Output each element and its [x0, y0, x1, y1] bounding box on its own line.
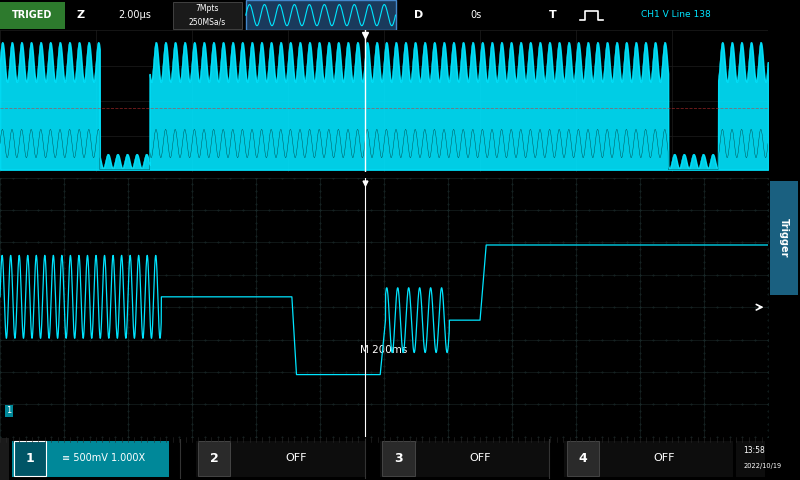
Text: 3: 3 [394, 452, 403, 465]
FancyBboxPatch shape [770, 180, 798, 295]
FancyBboxPatch shape [0, 438, 10, 480]
Text: M 200ms: M 200ms [360, 345, 408, 355]
FancyBboxPatch shape [11, 441, 169, 478]
Text: TRIGED: TRIGED [12, 10, 53, 20]
Text: 1: 1 [26, 452, 34, 465]
FancyBboxPatch shape [380, 441, 549, 478]
Text: 250MSa/s: 250MSa/s [189, 17, 226, 26]
Text: 1: 1 [6, 407, 11, 416]
Text: OFF: OFF [654, 454, 675, 463]
Text: 7Mpts: 7Mpts [196, 4, 219, 13]
Text: OFF: OFF [470, 454, 490, 463]
FancyBboxPatch shape [173, 1, 242, 29]
FancyBboxPatch shape [382, 441, 414, 476]
Text: ≡ 500mV 1.000X: ≡ 500mV 1.000X [62, 454, 146, 463]
Text: 2.00μs: 2.00μs [118, 10, 151, 20]
FancyBboxPatch shape [198, 441, 230, 476]
FancyBboxPatch shape [736, 441, 765, 478]
Text: OFF: OFF [285, 454, 306, 463]
FancyBboxPatch shape [566, 441, 599, 476]
Text: Z: Z [77, 10, 85, 20]
Text: 2022/10/19: 2022/10/19 [743, 463, 782, 469]
Text: 0s: 0s [470, 10, 482, 20]
Text: CH1 V Line 138: CH1 V Line 138 [641, 10, 710, 19]
FancyBboxPatch shape [196, 441, 365, 478]
Text: 2: 2 [210, 452, 218, 465]
FancyBboxPatch shape [0, 1, 66, 29]
Text: D: D [414, 10, 423, 20]
FancyBboxPatch shape [14, 441, 46, 476]
Text: 4: 4 [578, 452, 587, 465]
Text: T: T [549, 10, 557, 20]
Text: Trigger: Trigger [779, 218, 789, 257]
FancyBboxPatch shape [565, 441, 734, 478]
Text: 13:58: 13:58 [743, 446, 765, 455]
FancyBboxPatch shape [246, 0, 395, 30]
